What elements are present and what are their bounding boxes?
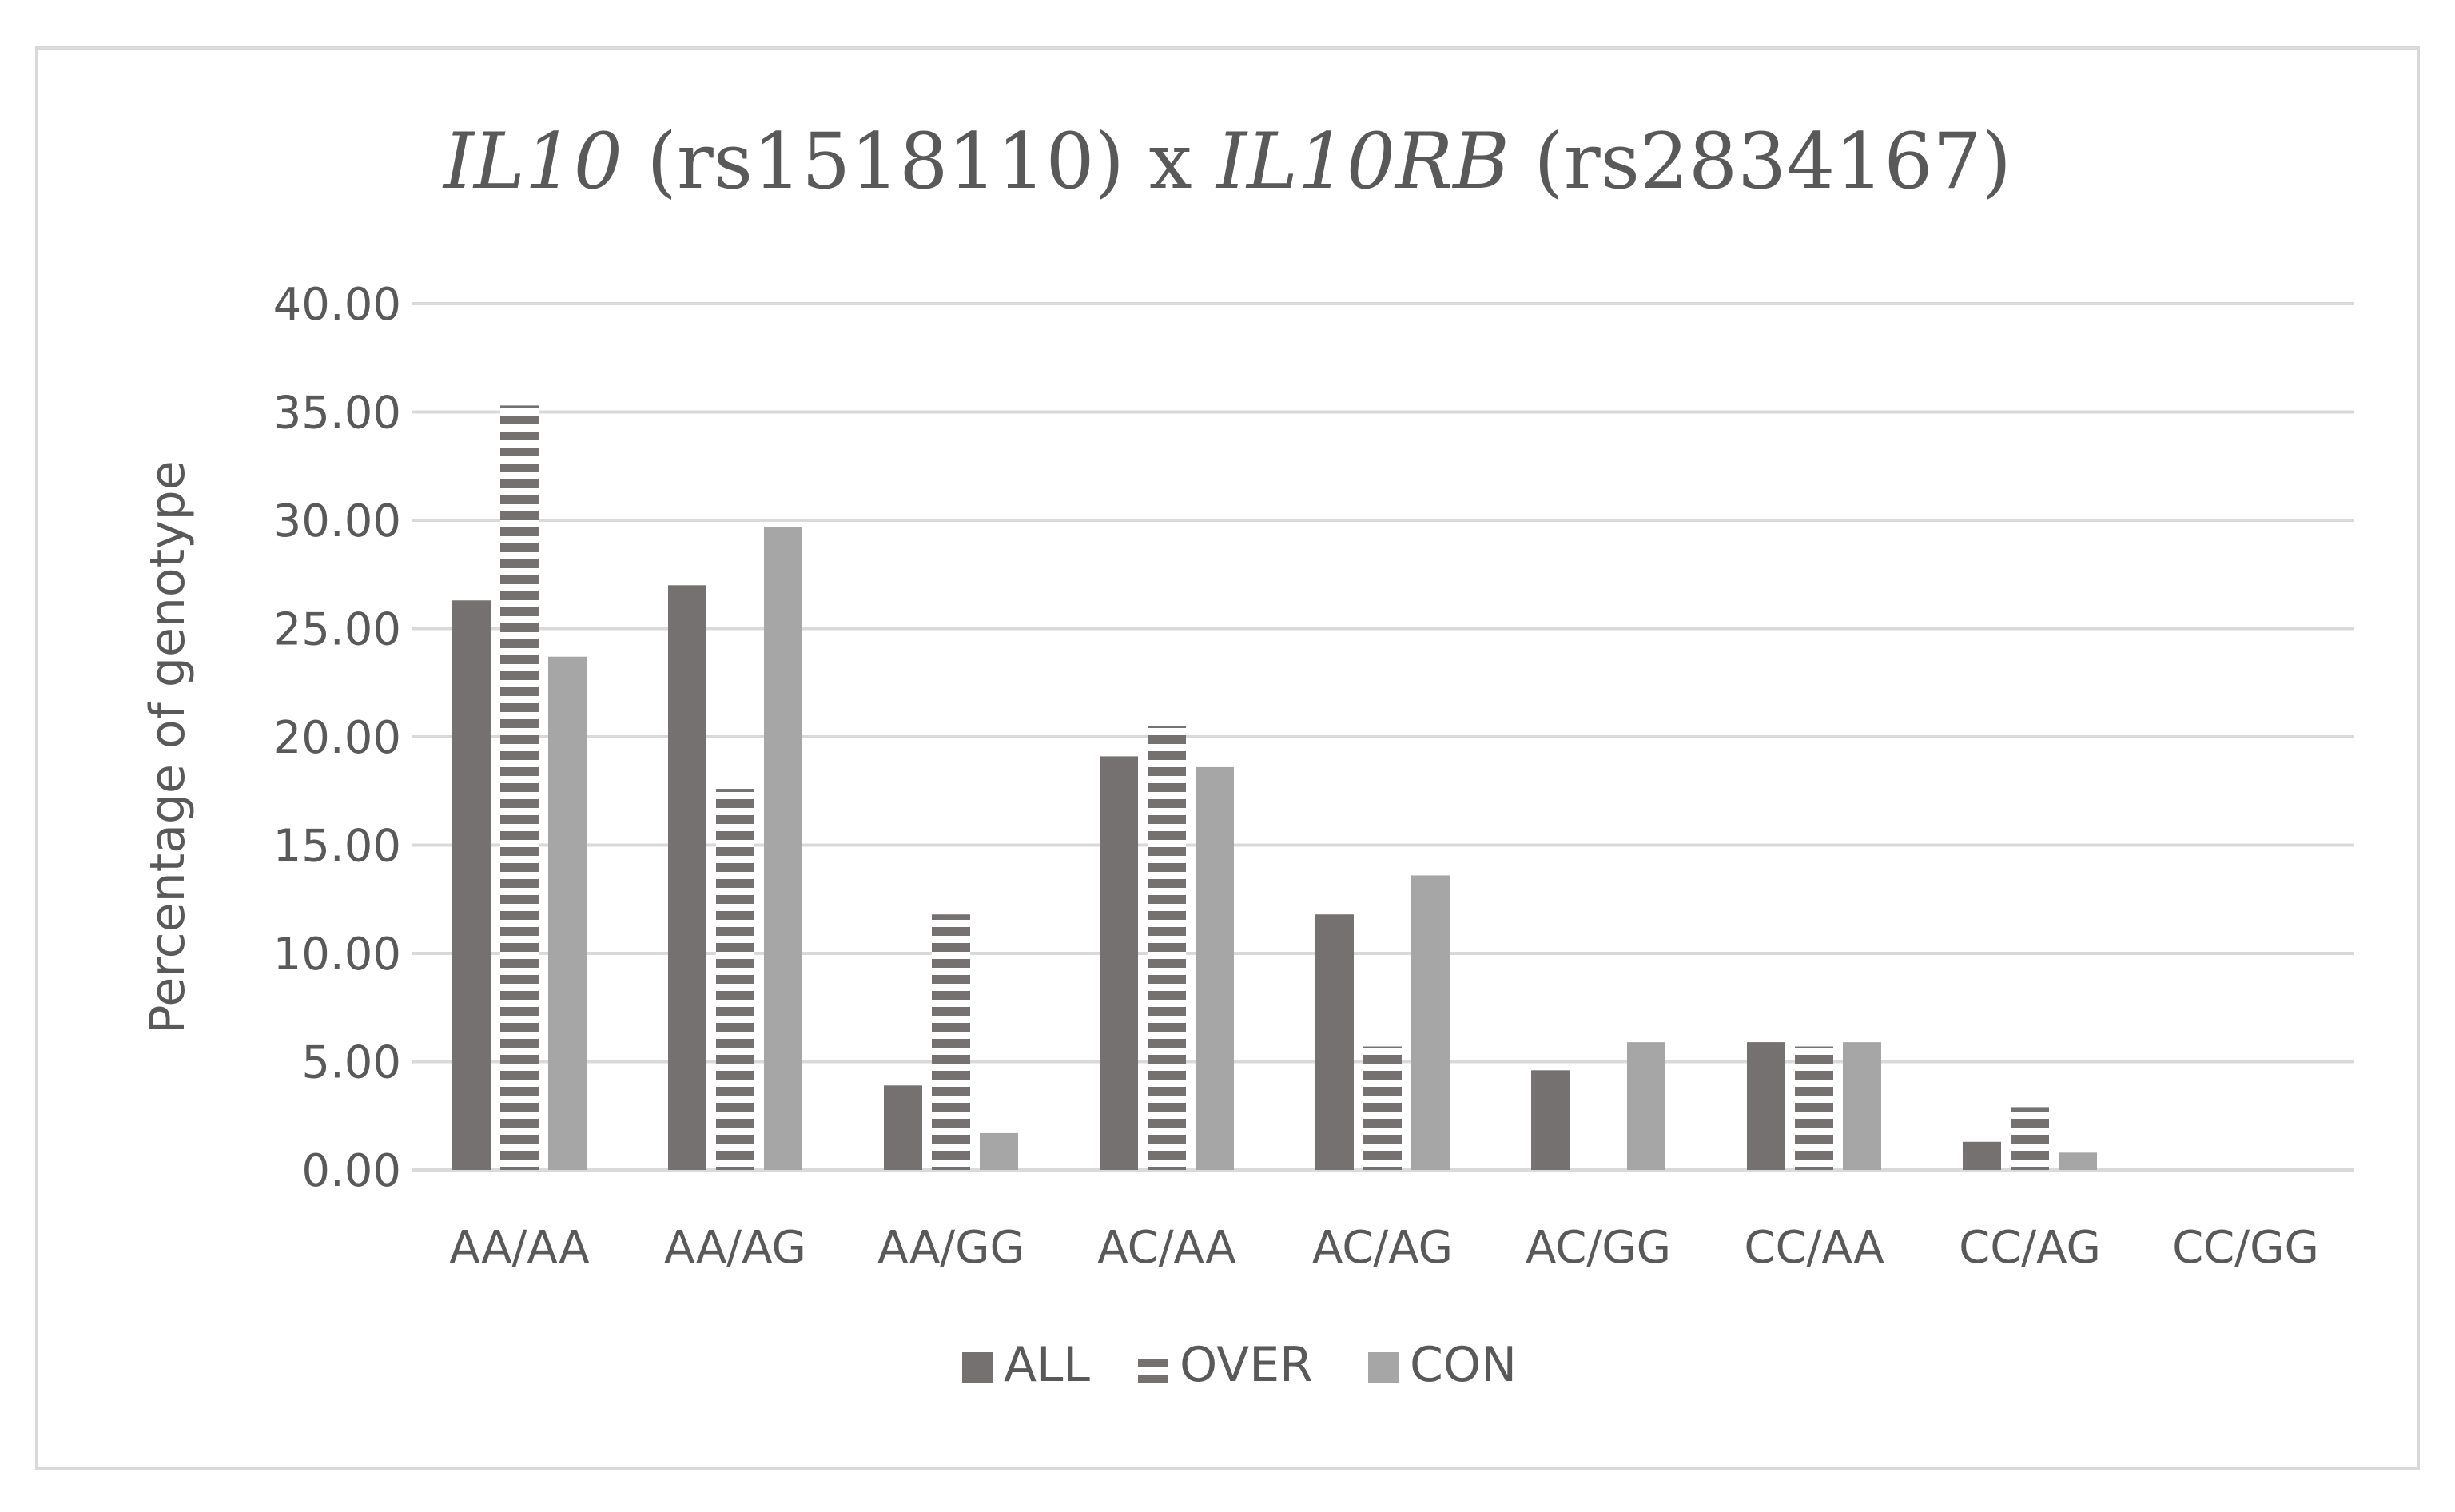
x-tick-label: CC/GG (2172, 1222, 2319, 1274)
bar-over-cc-aa (1795, 1046, 1833, 1170)
bar-over-aa-aa (500, 405, 539, 1170)
bar-con-aa-aa (548, 656, 587, 1170)
bar-all-cc-aa (1747, 1042, 1785, 1170)
y-tick-label: 5.00 (301, 1037, 401, 1089)
y-tick-label: 40.00 (273, 279, 401, 331)
legend-swatch-over (1138, 1352, 1168, 1383)
chart-title-part: IL10 (442, 117, 623, 206)
bar-con-aa-gg (980, 1132, 1018, 1170)
x-tick-label: AA/AA (449, 1222, 589, 1274)
chart-title: IL10 (rs1518110) x IL10RB (rs2834167) (442, 117, 2011, 206)
y-tick-label: 35.00 (273, 388, 401, 440)
bar-all-ac-ag (1315, 914, 1354, 1170)
bar-con-ac-ag (1411, 875, 1450, 1170)
y-tick-label: 25.00 (273, 604, 401, 656)
legend-label-over: OVER (1180, 1337, 1313, 1393)
bar-con-aa-ag (764, 527, 802, 1170)
bar-con-ac-aa (1196, 766, 1234, 1170)
x-tick-label: CC/AA (1744, 1222, 1884, 1274)
bar-over-cc-ag (2011, 1107, 2049, 1170)
y-tick-label: 20.00 (273, 712, 401, 764)
x-tick-label: AC/AA (1097, 1222, 1235, 1274)
legend: ALL OVER CON (962, 1337, 1517, 1393)
bar-over-aa-ag (716, 789, 754, 1170)
x-tick-label: AC/GG (1526, 1222, 1671, 1274)
y-tick-label: 0.00 (301, 1145, 401, 1197)
bar-over-aa-gg (932, 914, 970, 1170)
bars (452, 405, 2097, 1170)
bar-con-ac-gg (1627, 1042, 1665, 1170)
bar-all-ac-gg (1531, 1070, 1570, 1170)
bar-over-ac-aa (1148, 726, 1186, 1170)
y-tick-label: 10.00 (273, 929, 401, 981)
x-tick-label: AC/AG (1312, 1222, 1453, 1274)
bar-con-cc-ag (2059, 1152, 2097, 1170)
legend-label-con: CON (1410, 1337, 1517, 1393)
chart-title-part: IL10RB (1215, 117, 1510, 206)
y-axis-ticks: 0.00 5.00 10.00 15.00 20.00 25.00 30.00 35.00 40… (273, 279, 401, 1197)
y-axis-title: Percentage of genotype (140, 460, 196, 1033)
chart-frame (35, 46, 2420, 1470)
chart-title-part: (rs1518110) x (623, 117, 1216, 206)
x-tick-label: CC/AG (1959, 1222, 2101, 1274)
bar-all-ac-aa (1100, 756, 1138, 1170)
bar-all-aa-gg (884, 1085, 922, 1170)
bar-all-aa-ag (668, 585, 706, 1170)
legend-label-all: ALL (1004, 1337, 1090, 1393)
x-tick-label: AA/GG (877, 1222, 1025, 1274)
bar-all-aa-aa (452, 600, 491, 1170)
x-tick-label: AA/AG (664, 1222, 806, 1274)
legend-swatch-con (1368, 1352, 1399, 1383)
chart-title-part: (rs2834167) (1510, 117, 2011, 206)
bar-all-cc-ag (1963, 1141, 2001, 1170)
bar-over-ac-ag (1363, 1046, 1402, 1170)
x-axis-ticks: AA/AA AA/AG AA/GG AC/AA AC/AG AC/GG CC/AA CC/AG… (449, 1222, 2319, 1274)
y-tick-label: 30.00 (273, 495, 401, 547)
bar-con-cc-aa (1843, 1042, 1881, 1170)
legend-swatch-all (962, 1352, 993, 1383)
y-tick-label: 15.00 (273, 821, 401, 873)
